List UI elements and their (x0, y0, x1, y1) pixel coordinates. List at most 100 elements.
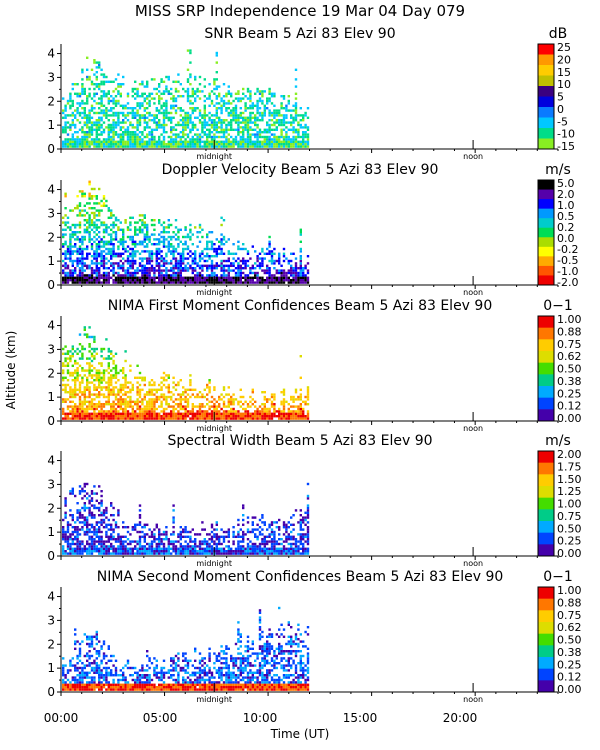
heatmap-cell (71, 393, 74, 396)
heatmap-cell (119, 276, 122, 279)
heatmap-cell (232, 145, 235, 148)
heatmap-cell (90, 499, 94, 502)
heatmap-cell (66, 357, 70, 360)
heatmap-cell (172, 252, 175, 255)
heatmap-cell (102, 250, 106, 253)
heatmap-cell (189, 530, 192, 534)
heatmap-cell (268, 252, 271, 255)
heatmap-cell (201, 267, 204, 270)
heatmap-cell (297, 398, 300, 401)
heatmap-cell (258, 267, 262, 270)
heatmap-cell (184, 398, 187, 401)
heatmap-cell (198, 138, 202, 141)
heatmap-cell (95, 523, 98, 526)
heatmap-cell (266, 252, 269, 255)
heatmap-cell (167, 386, 170, 389)
heatmap-cell (114, 412, 118, 415)
heatmap-cell (119, 388, 122, 391)
heatmap-cell (69, 388, 72, 391)
heatmap-cell (155, 243, 158, 246)
heatmap-cell (112, 528, 115, 531)
heatmap-cell (232, 393, 235, 396)
heatmap-cell (158, 528, 161, 531)
heatmap-cell (134, 252, 137, 255)
heatmap-cell (95, 379, 98, 382)
heatmap-cell (62, 533, 65, 536)
heatmap-cell (76, 223, 79, 227)
heatmap-cell (98, 415, 101, 418)
heatmap-cell (220, 398, 223, 401)
heatmap-cell (177, 135, 180, 139)
heatmap-cell (143, 143, 146, 146)
heatmap-cell (134, 255, 137, 258)
heatmap-cell (62, 530, 65, 534)
heatmap-cell (112, 407, 115, 411)
heatmap-cell (215, 123, 218, 127)
heatmap-cell (64, 264, 67, 267)
heatmap-cell (86, 523, 89, 526)
heatmap-cell (203, 116, 206, 119)
heatmap-cell (182, 398, 185, 401)
heatmap-cell (112, 403, 115, 406)
heatmap-cell (129, 540, 132, 543)
heatmap-cell (76, 412, 79, 415)
colorbar: 5.02.01.00.50.20.0-0.2-0.5-1.0-2.0m/s (537, 162, 578, 289)
heatmap-cell (83, 281, 86, 284)
heatmap-cell (222, 417, 226, 420)
heatmap-cell (184, 550, 187, 553)
heatmap-cell (93, 107, 96, 110)
heatmap-cell (170, 259, 173, 263)
heatmap-cell (98, 133, 101, 136)
heatmap-cell (64, 511, 67, 514)
heatmap-cell (150, 140, 154, 143)
heatmap-cell (266, 398, 269, 401)
heatmap-cell (114, 364, 118, 367)
heatmap-cell (74, 530, 77, 534)
heatmap-cell (158, 123, 161, 127)
heatmap-cell (122, 111, 125, 115)
heatmap-cell (93, 262, 96, 265)
heatmap-cell (102, 393, 106, 396)
heatmap-cell (83, 407, 86, 411)
heatmap-cell (290, 264, 293, 267)
heatmap-cell (131, 109, 134, 112)
heatmap-cell (98, 521, 101, 524)
heatmap-cell (196, 393, 199, 396)
heatmap-cell (122, 267, 125, 270)
heatmap-cell (162, 104, 166, 107)
heatmap-cell (76, 204, 79, 207)
heatmap-cell (302, 140, 305, 143)
heatmap-cell (150, 398, 154, 401)
heatmap-cell (62, 131, 65, 134)
heatmap-cell (306, 398, 310, 401)
heatmap-cell (148, 545, 151, 548)
heatmap-cell (165, 374, 168, 377)
heatmap-cell (208, 415, 211, 418)
heatmap-cell (76, 362, 79, 365)
heatmap-cell (114, 219, 118, 222)
heatmap-cell (292, 276, 295, 279)
heatmap-cell (146, 269, 149, 272)
heatmap-cell (153, 252, 156, 255)
heatmap-cell (95, 252, 98, 255)
heatmap-cell (81, 367, 84, 370)
heatmap-cell (131, 133, 134, 136)
heatmap-cell (86, 333, 89, 336)
heatmap-cell (83, 123, 86, 127)
heatmap-cell (117, 393, 120, 396)
heatmap-cell (280, 281, 283, 284)
heatmap-cell (232, 116, 235, 119)
heatmap-cell (71, 374, 74, 377)
heatmap-cell (210, 264, 214, 267)
heatmap-cell (86, 369, 89, 372)
heatmap-cell (64, 143, 67, 146)
heatmap-cell (261, 250, 264, 253)
heatmap-cell (167, 116, 170, 119)
colorbar-swatch (538, 75, 554, 87)
heatmap-cell (186, 267, 190, 270)
heatmap-cell (186, 97, 190, 100)
heatmap-cell (203, 528, 206, 531)
heatmap-cell (266, 143, 269, 146)
heatmap-cell (86, 497, 89, 500)
heatmap-cell (165, 274, 168, 277)
